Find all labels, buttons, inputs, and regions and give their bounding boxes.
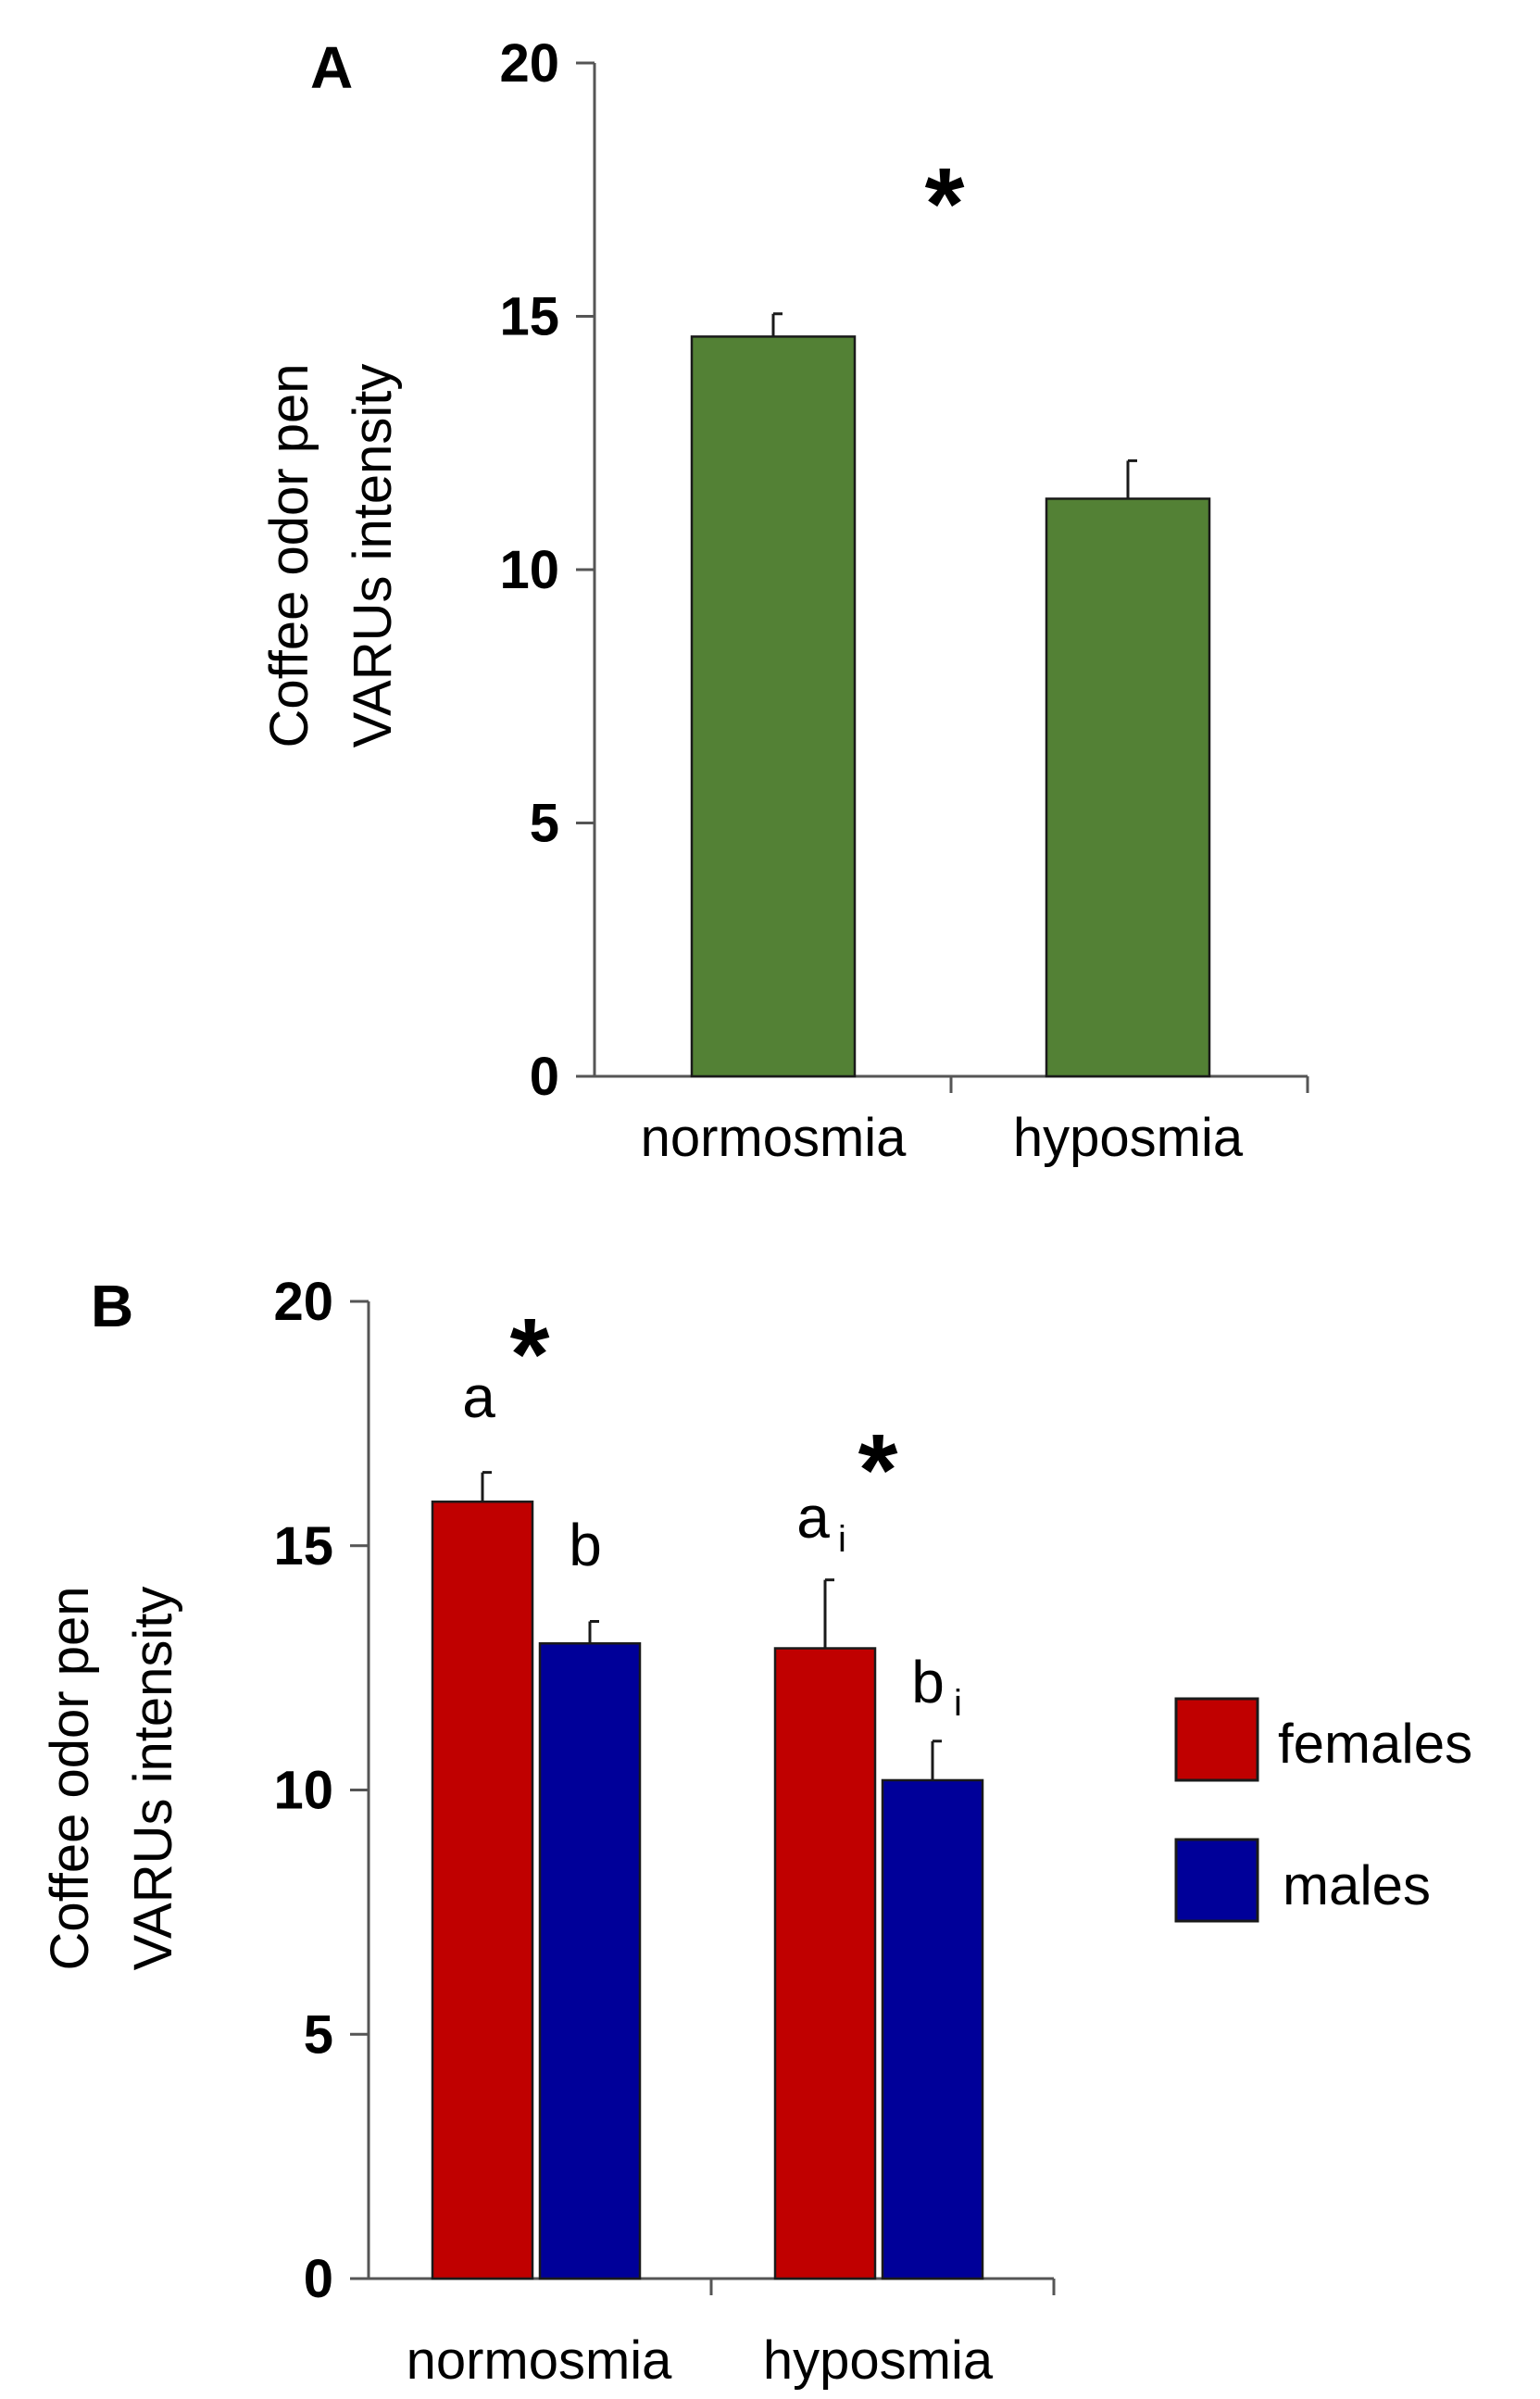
panel-label-a: A — [310, 34, 353, 101]
bar-a-normosmia — [690, 335, 857, 1078]
y-tick-label-b-4: 20 — [273, 1272, 333, 1332]
annotation-letter-b-hyposmia: b — [911, 1649, 945, 1715]
bar-b-hyposmia-males — [881, 1778, 984, 2280]
panel-a: A Coffee odor pen VARUs intensity 0 5 10… — [259, 33, 1309, 1168]
annotation-letter-a-normosmia: a — [462, 1363, 495, 1430]
y-tick-label-b-2: 10 — [273, 1761, 333, 1821]
bar-a-hyposmia — [1045, 497, 1211, 1078]
annotation-letter-a-hyposmia: a — [796, 1484, 830, 1551]
legend-swatch-females — [1174, 1697, 1259, 1782]
y-axis-title-b-line2: VARUs intensity — [123, 1587, 183, 1971]
significance-star-a: * — [925, 147, 965, 261]
y-tick-label-b-3: 15 — [273, 1516, 333, 1576]
legend: females males — [1174, 1697, 1472, 1923]
legend-swatch-males — [1174, 1838, 1259, 1923]
y-axis-title-a-line2: VARUs intensity — [343, 364, 403, 748]
y-tick-label-a-3: 15 — [499, 287, 559, 347]
x-category-label-a-normosmia: normosmia — [641, 1108, 908, 1168]
y-tick-label-b-1: 5 — [304, 2004, 333, 2065]
annotation-sub-b-hyposmia: i — [954, 1683, 962, 1724]
bar-b-normosmia-females — [431, 1501, 534, 2280]
significance-star-b-normosmia: * — [510, 1298, 550, 1412]
x-category-label-b-normosmia: normosmia — [407, 2330, 673, 2391]
panel-b: B Coffee odor pen VARUs intensity 0 5 10… — [40, 1272, 1472, 2391]
annotation-letter-b-normosmia: b — [569, 1512, 602, 1578]
x-category-label-b-hyposmia: hyposmia — [763, 2330, 994, 2391]
y-tick-label-a-4: 20 — [499, 33, 559, 94]
y-axis-title-b-line1: Coffee odor pen — [40, 1587, 100, 1971]
x-category-label-a-hyposmia: hyposmia — [1013, 1108, 1244, 1168]
legend-label-males: males — [1283, 1854, 1431, 1916]
y-tick-label-b-0: 0 — [304, 2249, 333, 2309]
panel-label-b: B — [91, 1273, 133, 1339]
bar-b-normosmia-males — [538, 1642, 642, 2280]
y-tick-label-a-0: 0 — [530, 1047, 559, 1107]
annotation-sub-a-hyposmia: i — [838, 1519, 846, 1560]
y-tick-label-a-1: 5 — [530, 794, 559, 854]
significance-star-b-hyposmia: * — [858, 1413, 898, 1527]
y-axis-title-a-line1: Coffee odor pen — [259, 364, 319, 748]
legend-label-females: females — [1278, 1713, 1472, 1775]
y-tick-label-a-2: 10 — [499, 540, 559, 600]
bar-b-hyposmia-females — [773, 1647, 877, 2280]
